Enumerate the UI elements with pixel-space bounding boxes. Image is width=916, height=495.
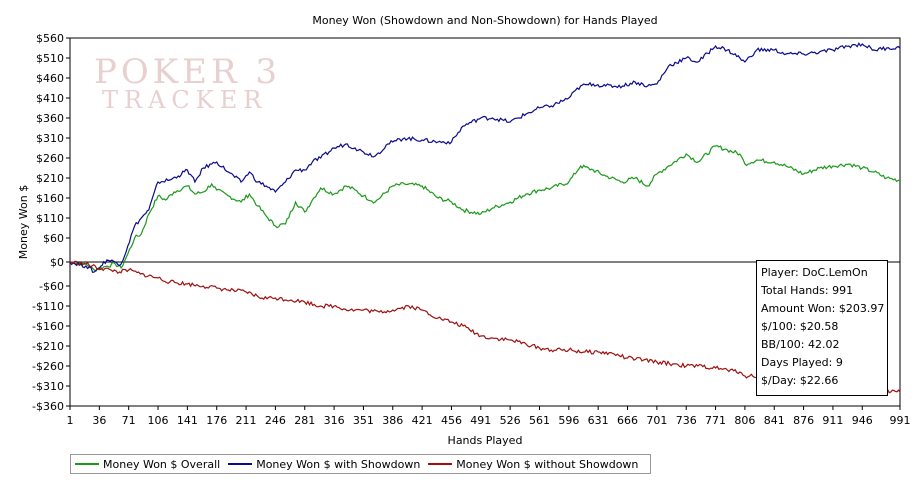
y-tick-label: -$60 <box>39 280 64 293</box>
x-tick-label: 456 <box>441 414 462 427</box>
x-tick-label: 876 <box>793 414 814 427</box>
y-tick-label: $210 <box>36 172 64 185</box>
y-tick-label: -$360 <box>32 400 64 413</box>
y-tick-label: $510 <box>36 52 64 65</box>
x-tick-label: 946 <box>852 414 873 427</box>
chart-title: Money Won (Showdown and Non-Showdown) fo… <box>312 14 657 27</box>
x-tick-label: 351 <box>353 414 374 427</box>
x-tick-label: 386 <box>382 414 403 427</box>
stat-player: Player: DoC.LemOn <box>761 266 868 279</box>
x-tick-label: 596 <box>558 414 579 427</box>
y-axis-title: Money Won $ <box>17 185 30 259</box>
y-tick-label: $260 <box>36 152 64 165</box>
x-tick-label: 666 <box>617 414 638 427</box>
x-tick-label: 71 <box>122 414 136 427</box>
stat-amount-won: Amount Won: $203.97 <box>761 302 885 315</box>
series-line-showdown <box>69 42 901 273</box>
x-tick-label: 141 <box>177 414 198 427</box>
legend-label-overall: Money Won $ Overall <box>103 457 221 471</box>
legend-swatch-showdown <box>228 463 253 465</box>
legend-label-showdown: Money Won $ with Showdown <box>256 457 421 471</box>
y-tick-label: $360 <box>36 112 64 125</box>
legend-label-no-showdown: Money Won $ without Showdown <box>456 457 639 471</box>
x-tick-label: 911 <box>822 414 843 427</box>
stat-per-day: $/Day: $22.66 <box>761 374 839 387</box>
legend-item-no-showdown: Money Won $ without Showdown <box>428 458 638 471</box>
y-tick-label: -$210 <box>32 340 64 353</box>
stat-days-played: Days Played: 9 <box>761 356 843 369</box>
x-tick-label: 421 <box>412 414 433 427</box>
x-tick-label: 1 <box>67 414 74 427</box>
x-tick-label: 631 <box>588 414 609 427</box>
x-tick-label: 176 <box>206 414 227 427</box>
y-tick-label: $410 <box>36 92 64 105</box>
legend-item-showdown: Money Won $ with Showdown <box>228 458 420 471</box>
y-tick-label: $460 <box>36 72 64 85</box>
legend-item-overall: Money Won $ Overall <box>75 458 220 471</box>
pokertracker-watermark: POKER 3 TRACKER <box>94 52 281 114</box>
stat-per-100: $/100: $20.58 <box>761 320 839 333</box>
y-tick-label: $110 <box>36 212 64 225</box>
chart-legend: Money Won $ Overall Money Won $ with Sho… <box>70 454 652 474</box>
x-tick-label: 246 <box>265 414 286 427</box>
series-line-overall <box>69 144 901 273</box>
x-axis-title: Hands Played <box>448 434 523 447</box>
y-tick-label: $0 <box>50 256 64 269</box>
y-tick-label: $560 <box>36 32 64 45</box>
stat-total-hands: Total Hands: 991 <box>761 284 854 297</box>
y-tick-label: $310 <box>36 132 64 145</box>
x-tick-label: 526 <box>500 414 521 427</box>
x-tick-label: 771 <box>705 414 726 427</box>
x-tick-label: 36 <box>92 414 106 427</box>
y-tick-label: -$110 <box>32 300 64 313</box>
x-tick-label: 281 <box>294 414 315 427</box>
x-tick-label: 806 <box>734 414 755 427</box>
stat-bb-100: BB/100: 42.02 <box>761 338 840 351</box>
plot-frame <box>69 37 901 407</box>
x-tick-label: 211 <box>236 414 257 427</box>
y-tick-label: $60 <box>43 232 64 245</box>
legend-swatch-no-showdown <box>428 463 453 465</box>
x-tick-label: 561 <box>529 414 550 427</box>
legend-swatch-overall <box>75 463 99 465</box>
watermark-line1: POKER 3 <box>94 52 282 92</box>
x-tick-label: 491 <box>470 414 491 427</box>
x-tick-label: 991 <box>890 414 911 427</box>
y-tick-label: -$310 <box>32 380 64 393</box>
y-tick-label: $160 <box>36 192 64 205</box>
player-stats-box: Player: DoC.LemOn Total Hands: 991 Amoun… <box>756 260 888 396</box>
x-tick-label: 736 <box>676 414 697 427</box>
y-tick-label: -$160 <box>32 320 64 333</box>
y-tick-label: -$260 <box>32 360 64 373</box>
x-tick-label: 841 <box>764 414 785 427</box>
x-tick-label: 316 <box>324 414 345 427</box>
watermark-line2: TRACKER <box>102 86 268 114</box>
x-tick-label: 106 <box>148 414 169 427</box>
x-tick-label: 701 <box>646 414 667 427</box>
